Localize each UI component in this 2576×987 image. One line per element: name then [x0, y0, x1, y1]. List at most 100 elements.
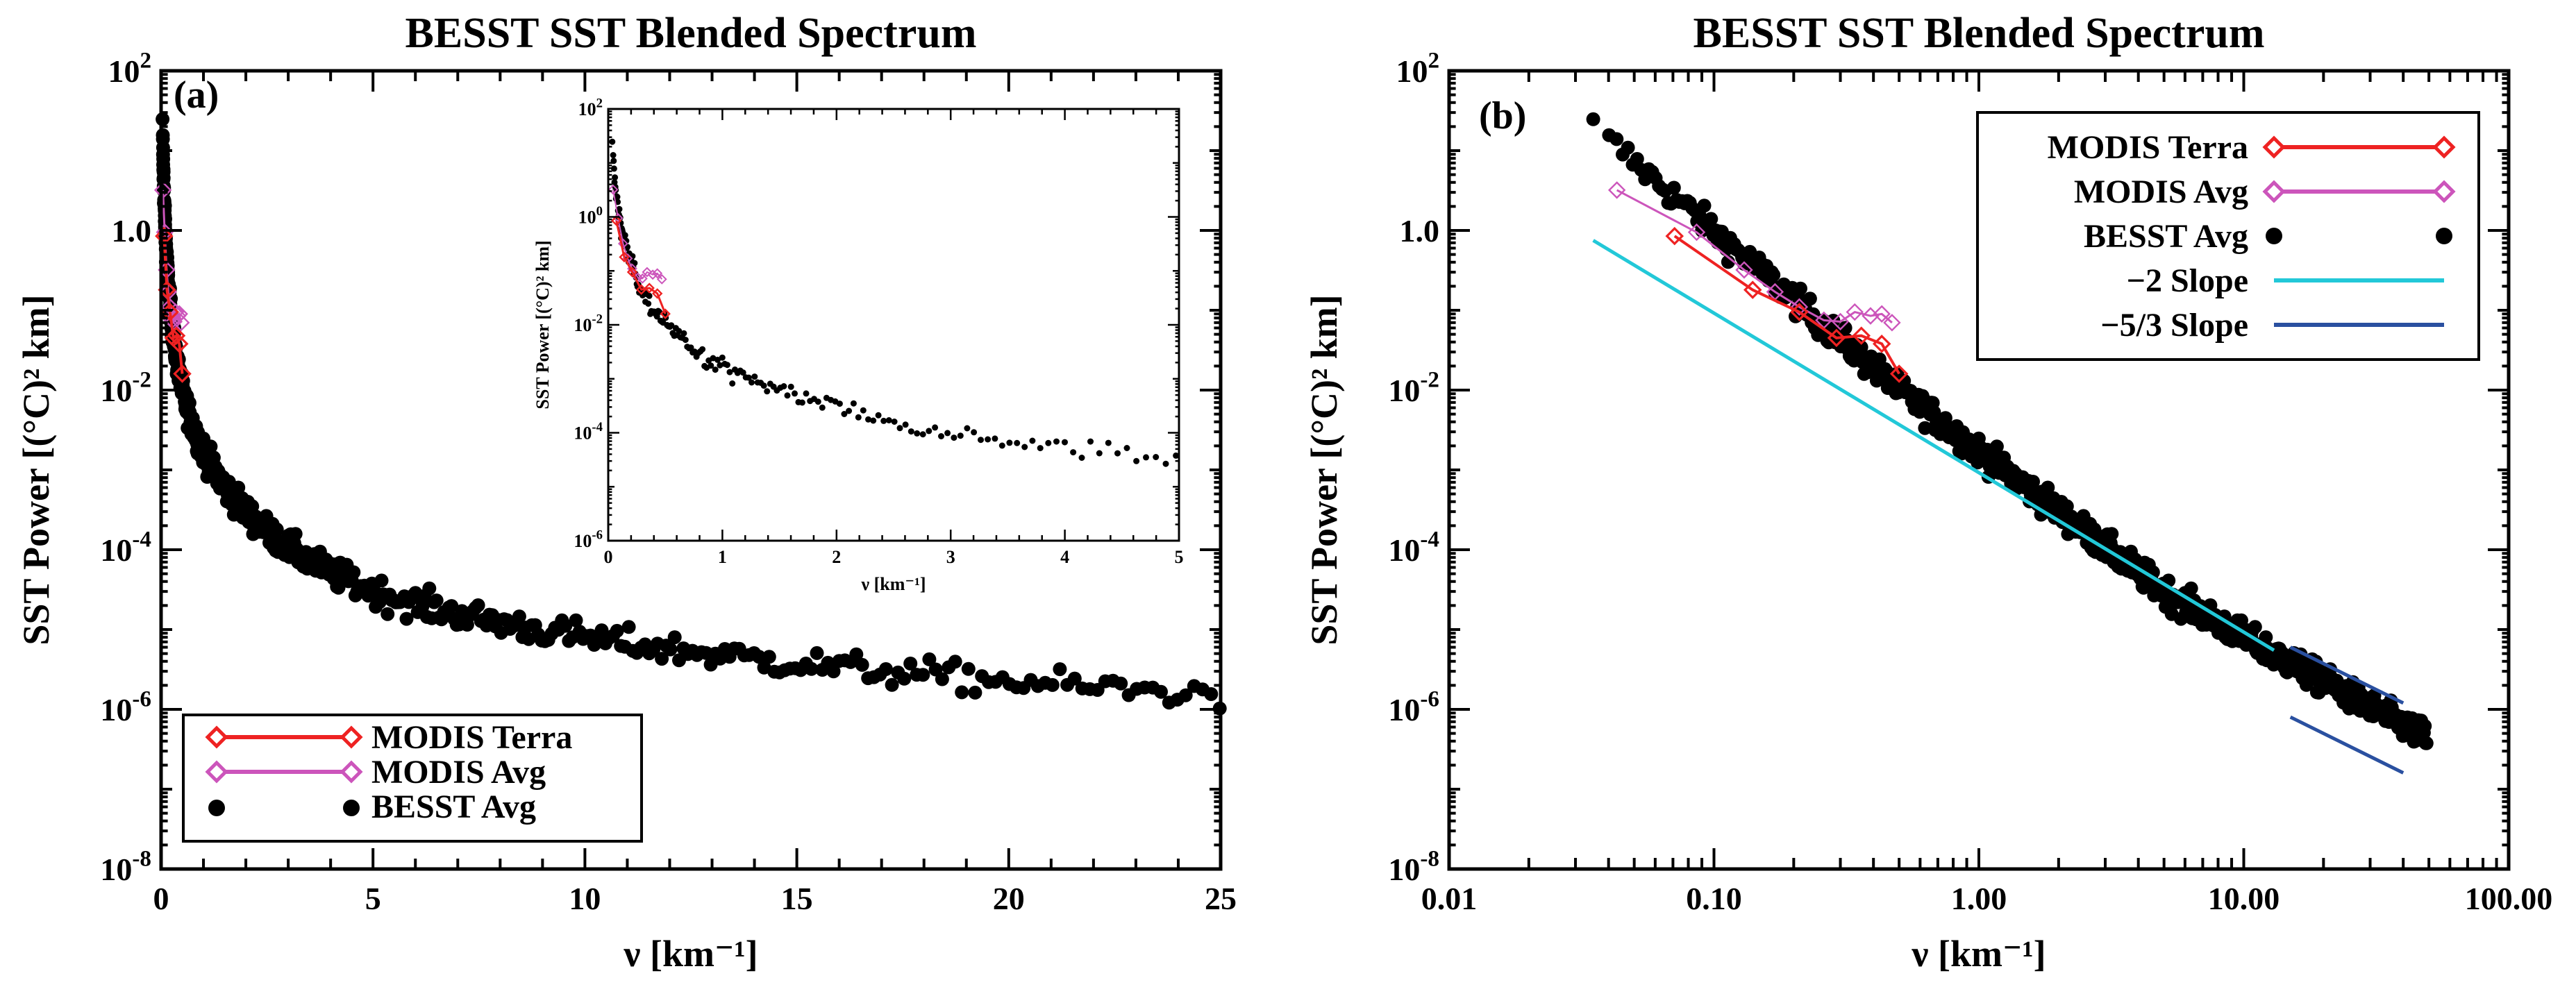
y-tick-label: 10-6 [1388, 686, 1439, 727]
besst-point [729, 380, 736, 387]
modis-marker [637, 273, 648, 284]
modis-marker [1831, 312, 1850, 331]
modis-marker [647, 269, 658, 280]
besst-point [739, 369, 746, 376]
besst-point [878, 662, 893, 676]
modis-marker [642, 267, 653, 278]
besst-point [380, 607, 395, 621]
besst-point [880, 417, 887, 424]
besst-point [810, 646, 824, 660]
modis-marker [173, 364, 192, 383]
panel-a-label: (a) [174, 74, 219, 117]
slope-minus2-line [1592, 239, 2275, 652]
besst-point [748, 379, 755, 386]
besst-point [623, 237, 630, 244]
legend-a-besst-swatch-left [208, 800, 225, 816]
modis-marker [1790, 298, 1809, 316]
besst-point [645, 301, 652, 307]
legend-b-modis-avg-swatch-marker [2262, 180, 2286, 203]
besst-point [944, 430, 951, 437]
besst-point [655, 652, 669, 666]
besst-point [668, 322, 675, 329]
legend-b-entry-besst-avg: BESST Avg [2084, 218, 2248, 255]
modis-marker [169, 335, 189, 353]
besst-point [1609, 132, 1624, 146]
besst-point [903, 657, 918, 670]
besst-point [1854, 340, 1868, 355]
besst-point [609, 138, 616, 145]
besst-point [1006, 439, 1013, 446]
legend-b-entry-modis-avg: MODIS Avg [2074, 174, 2248, 210]
besst-point [957, 432, 964, 439]
besst-point [1067, 671, 1082, 686]
legend-b-entry-slope-minus53: −5/3 Slope [2100, 307, 2248, 344]
legend-a-entry-besst-avg: BESST Avg [371, 788, 536, 825]
besst-point [908, 428, 914, 435]
besst-point [865, 416, 871, 423]
besst-point [569, 613, 583, 627]
besst-point [826, 664, 841, 679]
modis-marker [1735, 261, 1753, 279]
panel-a-y-axis-label: SST Power [(°C)² km] [15, 294, 57, 645]
besst-point [512, 609, 526, 624]
besst-point [760, 382, 767, 389]
modis-marker [619, 251, 630, 263]
besst-point [855, 657, 869, 672]
besst-point [1029, 437, 1036, 444]
besst-point [787, 383, 794, 390]
y-tick-label: 10-4 [574, 420, 603, 444]
besst-point [646, 292, 653, 299]
y-tick-label: 102 [578, 96, 603, 119]
y-tick-label: 1.0 [112, 213, 152, 248]
panel-b-label: (b) [1479, 94, 1526, 137]
besst-point [926, 428, 932, 435]
panel-b-modis-series [1607, 181, 1909, 383]
x-tick-label: 0.10 [1686, 881, 1742, 916]
slope-minus53-line [2289, 715, 2404, 775]
panel-a-legend: MODIS Terra MODIS Avg BESST Avg [182, 714, 643, 843]
besst-point [1078, 455, 1085, 461]
inset-x-axis-label: ν [km⁻¹] [860, 574, 926, 594]
y-tick-label: 10-4 [100, 526, 151, 568]
panel-b-legend-box [1976, 111, 2480, 361]
besst-point [1178, 688, 1193, 702]
besst-point [2184, 581, 2198, 596]
legend-b-modis-avg-swatch-marker [2432, 180, 2456, 203]
y-tick-label: 10-2 [574, 312, 603, 335]
modis-marker [1607, 181, 1626, 199]
besst-point [764, 388, 771, 395]
modis-line [615, 220, 667, 314]
legend-a-besst-swatch-right [343, 800, 360, 816]
besst-point [616, 205, 623, 212]
legend-b-modis-terra-swatch-marker [2262, 135, 2286, 159]
besst-point [1045, 439, 1052, 446]
modis-marker [660, 308, 671, 319]
besst-point [2041, 480, 2055, 495]
y-tick-label: 10-2 [1388, 366, 1439, 408]
panel-a-inset: 10-6 10-4 10-2 100 102 0 1 2 3 4 5 ν [km⁻¹] SST Po… [533, 96, 1184, 594]
legend-a-modis-avg-swatch-marker [340, 760, 363, 784]
modis-marker [172, 314, 190, 332]
modis-marker [651, 288, 663, 299]
modis-marker [1827, 328, 1846, 348]
besst-point [2087, 522, 2102, 537]
besst-point [612, 174, 619, 181]
besst-point [1053, 438, 1060, 445]
besst-point [374, 573, 389, 588]
modis-marker [626, 267, 638, 278]
besst-point [998, 442, 1005, 449]
besst-point [2248, 620, 2262, 634]
besst-point [1143, 454, 1149, 461]
besst-point [610, 623, 624, 638]
modis-marker [652, 268, 663, 279]
besst-point [444, 599, 459, 614]
besst-point [2105, 527, 2119, 541]
besst-point [938, 433, 944, 439]
y-tick-label: 10-4 [1388, 526, 1439, 568]
besst-point [885, 677, 899, 692]
modis-line [162, 235, 184, 374]
x-tick-label: 10.00 [2208, 881, 2280, 916]
y-tick-label: 102 [108, 47, 151, 89]
modis-marker [644, 282, 655, 294]
slope-minus53-line [2289, 646, 2404, 705]
